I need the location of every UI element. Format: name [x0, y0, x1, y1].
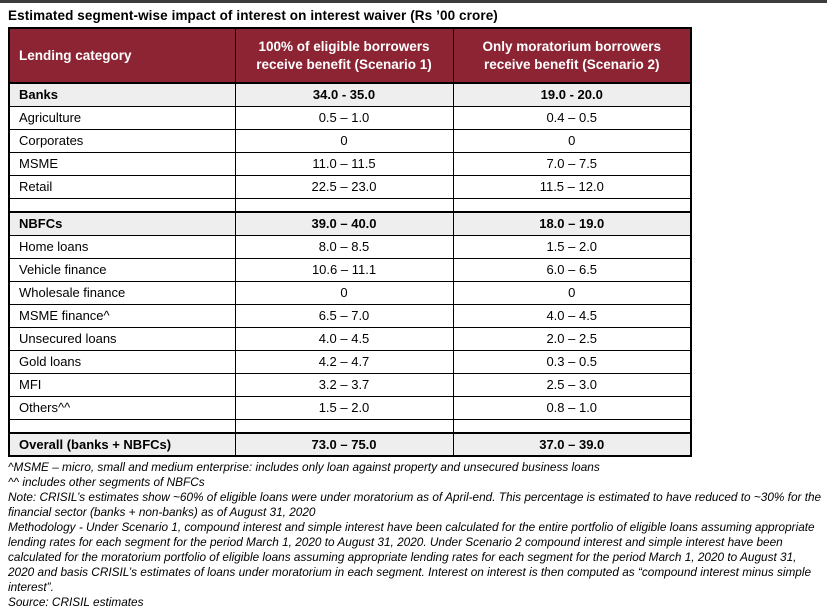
- footnote-line: ^^ includes other segments of NBFCs: [8, 475, 205, 489]
- cell-scenario-2: 37.0 – 39.0: [452, 432, 692, 457]
- header-row: Lending category 100% of eligible borrow…: [8, 27, 692, 84]
- cell-scenario-2: 0.8 – 1.0: [452, 395, 692, 420]
- cell-scenario-1: 0.5 – 1.0: [234, 105, 454, 130]
- cell-category: [8, 418, 236, 434]
- cell-scenario-2: 7.0 – 7.5: [452, 151, 692, 176]
- cell-category: Others^^: [8, 395, 236, 420]
- cell-scenario-1: 11.0 – 11.5: [234, 151, 454, 176]
- spacer-row: [8, 197, 692, 213]
- table-body: Banks 34.0 - 35.0 19.0 - 20.0 Agriculture 0.…: [8, 82, 692, 457]
- footnotes: ^MSME – micro, small and medium enterpri…: [8, 460, 822, 610]
- cell-scenario-2: 19.0 - 20.0: [452, 82, 692, 107]
- cell-category: [8, 197, 236, 213]
- table-row: Overall (banks + NBFCs) 73.0 – 75.0 37.0 –…: [8, 432, 692, 457]
- cell-scenario-1: 22.5 – 23.0: [234, 174, 454, 199]
- table-title: Estimated segment-wise impact of interes…: [8, 8, 498, 23]
- table-row: MSME finance^ 6.5 – 7.0 4.0 – 4.5: [8, 303, 692, 328]
- cell-category: Wholesale finance: [8, 280, 236, 305]
- footnote-line: Note: CRISIL’s estimates show ~60% of el…: [8, 490, 822, 519]
- table-row: NBFCs 39.0 – 40.0 18.0 – 19.0: [8, 211, 692, 236]
- cell-scenario-1: [234, 418, 454, 434]
- cell-category: MSME finance^: [8, 303, 236, 328]
- top-strip-decoration: [0, 0, 827, 3]
- cell-scenario-2: 2.0 – 2.5: [452, 326, 692, 351]
- interest-waiver-impact-table: Lending category 100% of eligible borrow…: [8, 27, 692, 457]
- cell-scenario-2: 0.3 – 0.5: [452, 349, 692, 374]
- cell-category: Unsecured loans: [8, 326, 236, 351]
- cell-scenario-2: 18.0 – 19.0: [452, 211, 692, 236]
- cell-scenario-2: 0: [452, 128, 692, 153]
- table-row: MSME 11.0 – 11.5 7.0 – 7.5: [8, 151, 692, 176]
- footnote-line: Methodology - Under Scenario 1, compound…: [8, 520, 815, 594]
- cell-category: Home loans: [8, 234, 236, 259]
- cell-scenario-1: 3.2 – 3.7: [234, 372, 454, 397]
- table-header: Lending category 100% of eligible borrow…: [8, 27, 692, 84]
- cell-scenario-2: 0.4 – 0.5: [452, 105, 692, 130]
- table-row: Agriculture 0.5 – 1.0 0.4 – 0.5: [8, 105, 692, 130]
- cell-scenario-1: [234, 197, 454, 213]
- header-scenario-1: 100% of eligible borrowers receive benef…: [234, 27, 454, 84]
- cell-scenario-2: [452, 197, 692, 213]
- cell-scenario-2: 4.0 – 4.5: [452, 303, 692, 328]
- cell-category: Overall (banks + NBFCs): [8, 432, 236, 457]
- cell-category: NBFCs: [8, 211, 236, 236]
- cell-category: Gold loans: [8, 349, 236, 374]
- cell-scenario-2: 1.5 – 2.0: [452, 234, 692, 259]
- cell-scenario-1: 0: [234, 128, 454, 153]
- table-row: Home loans 8.0 – 8.5 1.5 – 2.0: [8, 234, 692, 259]
- cell-scenario-1: 6.5 – 7.0: [234, 303, 454, 328]
- cell-scenario-1: 8.0 – 8.5: [234, 234, 454, 259]
- spacer-row: [8, 418, 692, 434]
- table-row: Wholesale finance 0 0: [8, 280, 692, 305]
- cell-scenario-2: 0: [452, 280, 692, 305]
- cell-category: Corporates: [8, 128, 236, 153]
- table-row: Corporates 0 0: [8, 128, 692, 153]
- cell-scenario-1: 4.0 – 4.5: [234, 326, 454, 351]
- cell-scenario-1: 39.0 – 40.0: [234, 211, 454, 236]
- table-row: Gold loans 4.2 – 4.7 0.3 – 0.5: [8, 349, 692, 374]
- cell-scenario-1: 0: [234, 280, 454, 305]
- cell-scenario-2: 6.0 – 6.5: [452, 257, 692, 282]
- cell-scenario-2: [452, 418, 692, 434]
- cell-scenario-1: 34.0 - 35.0: [234, 82, 454, 107]
- cell-category: MSME: [8, 151, 236, 176]
- cell-scenario-1: 4.2 – 4.7: [234, 349, 454, 374]
- table-row: MFI 3.2 – 3.7 2.5 – 3.0: [8, 372, 692, 397]
- cell-category: Retail: [8, 174, 236, 199]
- footnote-line: ^MSME – micro, small and medium enterpri…: [8, 460, 600, 474]
- header-lending-category: Lending category: [8, 27, 236, 84]
- table-row: Retail 22.5 – 23.0 11.5 – 12.0: [8, 174, 692, 199]
- table-row: Others^^ 1.5 – 2.0 0.8 – 1.0: [8, 395, 692, 420]
- cell-scenario-2: 2.5 – 3.0: [452, 372, 692, 397]
- header-scenario-2: Only moratorium borrowers receive benefi…: [452, 27, 692, 84]
- cell-scenario-1: 1.5 – 2.0: [234, 395, 454, 420]
- table-row: Banks 34.0 - 35.0 19.0 - 20.0: [8, 82, 692, 107]
- cell-category: Banks: [8, 82, 236, 107]
- cell-category: Vehicle finance: [8, 257, 236, 282]
- table-row: Vehicle finance 10.6 – 11.1 6.0 – 6.5: [8, 257, 692, 282]
- cell-category: Agriculture: [8, 105, 236, 130]
- cell-scenario-1: 73.0 – 75.0: [234, 432, 454, 457]
- footnote-line: Source: CRISIL estimates: [8, 595, 144, 609]
- table-row: Unsecured loans 4.0 – 4.5 2.0 – 2.5: [8, 326, 692, 351]
- cell-scenario-2: 11.5 – 12.0: [452, 174, 692, 199]
- cell-scenario-1: 10.6 – 11.1: [234, 257, 454, 282]
- cell-category: MFI: [8, 372, 236, 397]
